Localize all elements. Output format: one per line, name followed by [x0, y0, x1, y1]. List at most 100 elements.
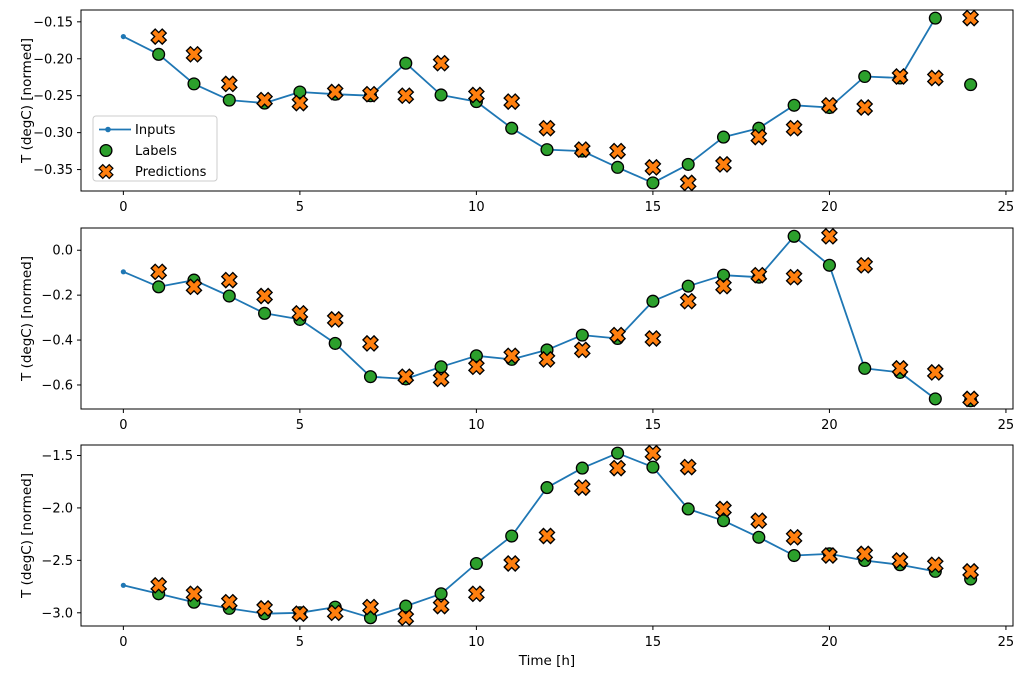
predictions-marker — [785, 119, 803, 137]
predictions-marker — [538, 350, 556, 368]
predictions-marker — [962, 390, 980, 408]
predictions-marker — [715, 277, 732, 295]
predictions-marker — [750, 512, 768, 530]
y-tick-label: −2.5 — [41, 554, 73, 569]
predictions-marker — [150, 28, 168, 46]
labels-marker — [646, 460, 660, 474]
labels-marker — [575, 328, 589, 342]
labels-marker — [258, 306, 272, 320]
labels-marker — [505, 121, 519, 135]
predictions-marker — [256, 599, 274, 617]
legend-box — [92, 115, 218, 182]
y-tick-label: −1.5 — [41, 449, 73, 464]
predictions-marker — [150, 576, 168, 594]
inputs-point-marker — [120, 582, 126, 588]
x-tick-label: 5 — [296, 200, 304, 215]
predictions-marker — [856, 545, 874, 563]
subplot-3: 0 5 10 15 20 25 −1.5 −2.0 −2.5 −3.0 T (degC) [norm… — [19, 444, 1015, 669]
legend-entry-labels: Labels — [99, 143, 177, 159]
y-axis-label: T (degC) [normed] — [19, 38, 35, 164]
subplot-2: 0 5 10 15 20 25 0.0 −0.2 −0.4 −0.6 T (degC) [norme… — [19, 227, 1014, 433]
x-tick-label: 25 — [998, 635, 1015, 650]
x-tick-label: 25 — [998, 200, 1015, 215]
legend-label: Predictions — [135, 165, 207, 180]
x-tick-label: 0 — [119, 200, 127, 215]
legend-entry-predictions: Predictions — [98, 163, 207, 180]
y-tick-label: −0.6 — [41, 378, 73, 393]
predictions-marker — [538, 527, 556, 545]
predictions-marker — [185, 278, 203, 296]
x-tick-label: 15 — [645, 418, 662, 433]
labels-marker — [434, 360, 448, 374]
predictions-marker — [856, 99, 874, 116]
y-axis-label: T (degC) [normed] — [19, 256, 35, 382]
predictions-marker — [785, 528, 803, 546]
labels-marker — [928, 392, 942, 406]
predictions-marker — [326, 604, 344, 622]
labels-marker — [152, 280, 166, 294]
labels-marker — [681, 502, 695, 516]
predictions-marker — [432, 54, 450, 72]
predictions-marker — [467, 585, 485, 603]
labels-marker — [858, 361, 872, 375]
x-tick-label: 15 — [645, 200, 662, 215]
x-tick-label: 10 — [468, 635, 485, 650]
legend-labels-marker-sample — [99, 143, 113, 158]
y-tick-label: −0.2 — [41, 289, 73, 304]
x-tick-label: 20 — [821, 418, 838, 433]
inputs-point-marker — [120, 269, 126, 275]
predictions-marker — [891, 552, 909, 569]
predictions-marker — [397, 609, 415, 627]
y-tick-label: −0.20 — [33, 52, 73, 67]
predictions-marker — [856, 256, 874, 274]
labels-marker — [646, 294, 660, 308]
predictions-marker — [362, 334, 379, 352]
predictions-marker — [256, 91, 274, 109]
labels-marker — [822, 258, 836, 272]
predictions-marker — [220, 593, 238, 611]
labels-marker — [187, 77, 201, 91]
predictions-marker — [291, 304, 309, 322]
predictions-marker — [891, 68, 909, 85]
predictions-marker — [644, 330, 662, 347]
labels-marker — [293, 85, 307, 99]
predictions-marker — [503, 347, 521, 365]
inputs-point-marker — [120, 33, 126, 40]
predictions-marker — [291, 94, 309, 112]
predictions-marker — [573, 141, 591, 159]
y-tick-label: 0.0 — [52, 244, 73, 259]
predictions-marker — [467, 358, 485, 376]
predictions-marker — [715, 500, 732, 518]
predictions-marker — [962, 9, 980, 27]
predictions-marker — [291, 605, 309, 623]
x-axis-label: Time [h] — [518, 653, 575, 669]
labels-marker — [611, 446, 625, 460]
labels-marker — [222, 289, 236, 303]
x-tick-label: 15 — [645, 635, 662, 650]
labels-marker — [681, 157, 695, 171]
labels-marker — [328, 336, 342, 350]
inputs-line — [123, 452, 936, 619]
labels-marker — [434, 88, 448, 102]
legend-label: Inputs — [135, 123, 176, 138]
predictions-marker — [679, 458, 697, 476]
labels-marker — [964, 78, 978, 92]
predictions-marker — [256, 287, 274, 305]
predictions-marker — [326, 310, 344, 328]
predictions-marker — [185, 45, 203, 63]
predictions-marker — [891, 359, 909, 377]
subplot-1: 0 5 10 15 20 25 −0.15 −0.20 −0.25 −0.30 −0.35T (de… — [19, 9, 1015, 215]
x-tick-label: 0 — [119, 418, 127, 433]
predictions-marker — [679, 174, 697, 192]
predictions-marker — [715, 155, 732, 173]
predictions-marker — [750, 128, 768, 146]
predictions-marker — [926, 69, 944, 87]
inputs-line — [123, 235, 936, 400]
axes-frame — [80, 444, 1014, 627]
predictions-marker — [820, 547, 838, 564]
predictions-marker — [573, 479, 591, 497]
predictions-marker — [362, 598, 379, 616]
inputs-line — [122, 17, 937, 184]
